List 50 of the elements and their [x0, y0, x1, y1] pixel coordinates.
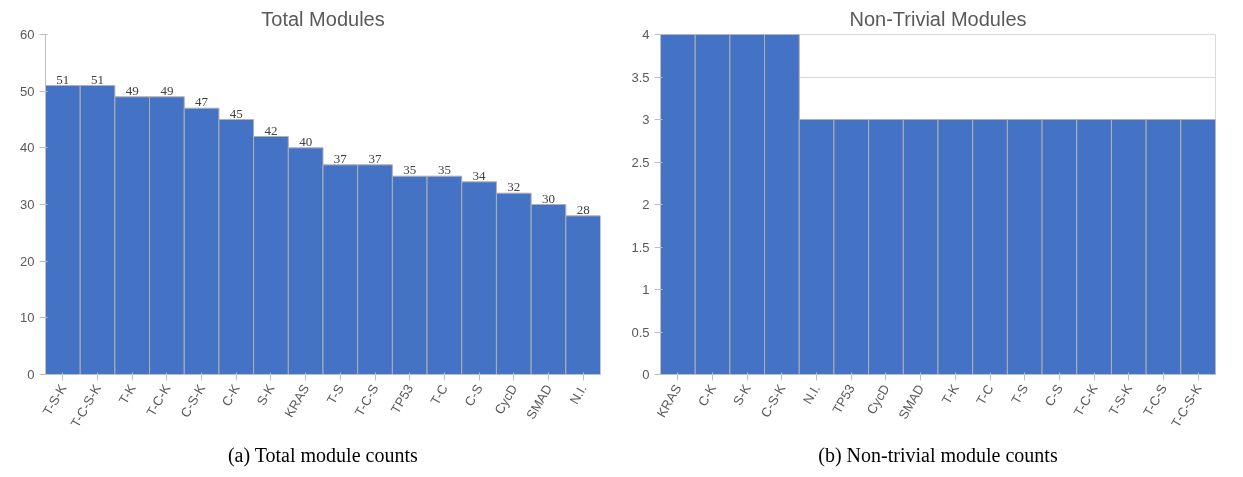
data-label: 40 — [299, 133, 313, 149]
x-tick-label: C-K — [694, 381, 720, 409]
data-label: 35 — [437, 162, 451, 178]
x-tick-label: S-K — [253, 381, 278, 409]
data-label: 28 — [576, 201, 590, 217]
y-tick-label: 2 — [642, 197, 650, 212]
y-tick-label: 0 — [27, 367, 35, 382]
data-label: 32 — [507, 179, 521, 195]
y-tick-label: 50 — [20, 83, 35, 99]
chart-title: Total Modules — [261, 7, 385, 30]
x-tick-label: C-S — [461, 381, 486, 409]
data-label: 51 — [56, 71, 70, 87]
x-tick-label: T-S — [1008, 381, 1032, 407]
y-tick-label: 0 — [642, 367, 650, 382]
x-tick-label: C-K — [218, 381, 243, 409]
x-tick-label: N.I. — [799, 381, 824, 407]
y-tick-label: 10 — [20, 310, 35, 326]
y-tick-label: 30 — [20, 197, 35, 212]
data-label: 51 — [91, 71, 105, 87]
y-tick-label: 4 — [642, 27, 650, 42]
x-tick-label: T-C — [427, 381, 451, 408]
x-tick-label: T-K — [115, 381, 139, 407]
data-label: 37 — [368, 150, 383, 166]
y-tick-label: 60 — [20, 27, 35, 42]
data-label: 47 — [195, 94, 209, 110]
text: (b) Non-trivial module counts — [818, 443, 1058, 467]
y-tick-label: 1.5 — [631, 239, 650, 255]
y-tick-label: 1 — [642, 282, 650, 297]
data-label: 35 — [403, 162, 417, 178]
data-label: 49 — [160, 82, 174, 98]
data-label: 37 — [333, 150, 348, 166]
x-tick-label: T-C — [973, 381, 997, 408]
y-tick-label: 40 — [20, 140, 35, 156]
y-tick-label: 2.5 — [631, 154, 650, 170]
data-label: 49 — [125, 82, 139, 98]
data-label: 34 — [472, 167, 487, 183]
y-tick-label: 3 — [642, 112, 650, 127]
x-tick-label: N.I. — [566, 381, 590, 407]
y-tick-label: 0.5 — [631, 324, 650, 340]
data-label: 42 — [264, 122, 278, 138]
x-tick-label: T-K — [938, 381, 962, 407]
text: (a) Total module counts — [227, 443, 418, 467]
chart-title: Non-Trivial Modules — [849, 7, 1027, 30]
x-tick-label: S-K — [729, 381, 754, 409]
data-label: 45 — [229, 105, 243, 121]
data-label: 30 — [541, 190, 555, 206]
x-tick-label: T-S — [323, 381, 347, 407]
y-tick-label: 20 — [20, 253, 35, 269]
y-tick-label: 3.5 — [631, 69, 650, 85]
x-tick-label: C-S — [1041, 381, 1067, 409]
